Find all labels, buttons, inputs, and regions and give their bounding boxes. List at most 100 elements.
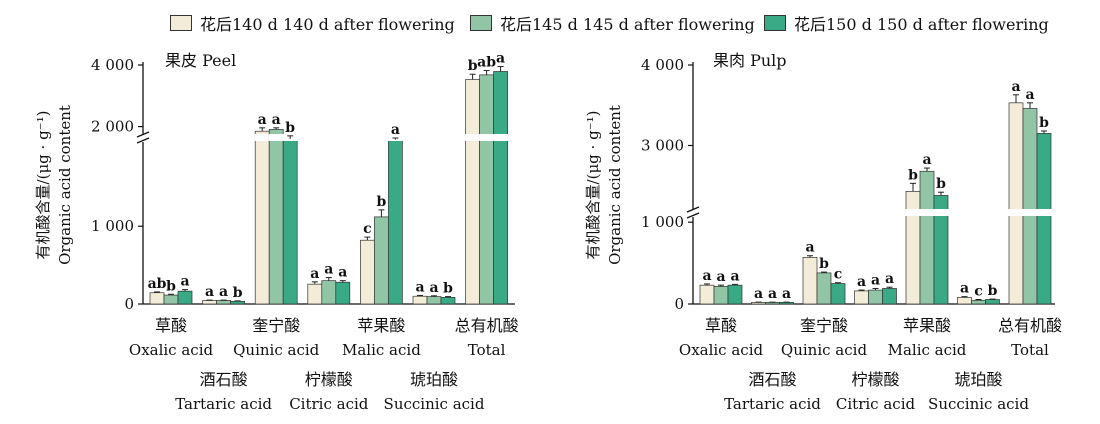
peel-significance-letter: b bbox=[377, 194, 387, 210]
peel-y-tick-label: 4 000 bbox=[91, 56, 134, 74]
peel-significance-letter: ab bbox=[477, 55, 496, 71]
pulp-y-tick-label: 4 000 bbox=[641, 56, 684, 74]
chart-legend: 花后140 d 140 d after flowering 花后145 d 14… bbox=[0, 8, 1100, 38]
peel-category-label-en: Total bbox=[468, 341, 506, 359]
peel-significance-letter: a bbox=[415, 279, 424, 295]
peel-category-label-cn: 苹果酸 bbox=[357, 316, 405, 335]
peel-bar bbox=[163, 294, 179, 305]
peel-significance-letter: c bbox=[363, 221, 372, 237]
pulp-category-label-en: Oxalic acid bbox=[679, 341, 764, 359]
peel-bar bbox=[321, 280, 337, 305]
peel-bar bbox=[268, 129, 284, 305]
pulp-significance-letter: a bbox=[960, 281, 969, 297]
peel-y-axis-label-en: Organic acid content bbox=[56, 105, 74, 265]
pulp-category-label-en: Citric acid bbox=[836, 395, 916, 413]
pulp-bar bbox=[1008, 102, 1024, 305]
peel-bar-break bbox=[479, 134, 495, 141]
pulp-bar bbox=[919, 170, 935, 305]
peel-y-tick-label: 2 000 bbox=[91, 118, 134, 136]
peel-axis-break-mark bbox=[136, 131, 150, 138]
peel-panel-title: 果皮 Peel bbox=[165, 51, 236, 70]
pulp-y-tick-label: 3 000 bbox=[641, 137, 684, 155]
pulp-bar bbox=[854, 290, 869, 305]
pulp-category-label-en: Quinic acid bbox=[781, 341, 868, 359]
peel-bar bbox=[479, 74, 494, 305]
pulp-significance-letter: a bbox=[730, 268, 739, 284]
pulp-category-label-cn: 奎宁酸 bbox=[800, 316, 848, 335]
peel-category-label-en: Quinic acid bbox=[233, 341, 320, 359]
peel-significance-letter: b bbox=[233, 285, 243, 301]
peel-significance-letter: b bbox=[166, 278, 176, 294]
peel-significance-letter: a bbox=[180, 274, 189, 290]
peel-bar bbox=[465, 79, 480, 305]
peel-significance-letter: b bbox=[443, 281, 453, 297]
peel-bar-break bbox=[493, 134, 509, 141]
peel-bar bbox=[412, 295, 428, 305]
legend-item-150d: 花后150 d 150 d after flowering bbox=[764, 12, 1049, 34]
pulp-bar bbox=[882, 288, 897, 305]
peel-significance-letter: b bbox=[285, 120, 295, 136]
legend-item-145d: 花后145 d 145 d after flowering bbox=[470, 12, 755, 34]
peel-category-label-en: Succinic acid bbox=[384, 395, 485, 413]
pulp-bar-break bbox=[919, 209, 935, 216]
peel-category-label-en: Citric acid bbox=[289, 395, 369, 413]
legend-swatch-150d bbox=[764, 15, 786, 31]
peel-category-label-en: Tartaric acid bbox=[175, 395, 272, 413]
peel-bar bbox=[254, 130, 270, 305]
pulp-bar bbox=[713, 286, 729, 305]
pulp-y-axis-label-cn: 有机酸含量/(μg · g⁻¹) bbox=[584, 111, 602, 260]
pulp-category-label-cn: 柠檬酸 bbox=[851, 370, 899, 389]
pulp-significance-letter: b bbox=[819, 256, 829, 272]
pulp-bar bbox=[727, 284, 743, 305]
pulp-significance-letter: b bbox=[908, 167, 918, 183]
pulp-y-tick-label: 0 bbox=[674, 295, 684, 313]
pulp-bar bbox=[830, 283, 846, 305]
peel-significance-letter: ab bbox=[148, 276, 167, 292]
legend-swatch-145d bbox=[470, 15, 492, 31]
pulp-axis-break-mark bbox=[686, 212, 700, 219]
pulp-bar bbox=[1036, 133, 1052, 305]
pulp-bar bbox=[1022, 108, 1038, 305]
legend-item-140d: 花后140 d 140 d after flowering bbox=[170, 12, 455, 34]
peel-bar bbox=[202, 300, 217, 305]
pulp-category-label-cn: 酒石酸 bbox=[748, 370, 796, 389]
pulp-bar-break bbox=[905, 209, 921, 216]
peel-axis-break-mark bbox=[136, 137, 150, 144]
peel-bar bbox=[388, 139, 403, 305]
peel-category-label-cn: 柠檬酸 bbox=[305, 370, 353, 389]
peel-category-label-en: Oxalic acid bbox=[129, 341, 214, 359]
pulp-bar bbox=[699, 284, 715, 305]
peel-y-tick-label: 1 000 bbox=[91, 217, 134, 235]
pulp-significance-letter: a bbox=[782, 286, 791, 302]
peel-significance-letter: a bbox=[219, 284, 228, 300]
pulp-bar bbox=[985, 299, 1000, 305]
pulp-bar bbox=[905, 191, 921, 305]
pulp-category-label-en: Tartaric acid bbox=[724, 395, 821, 413]
peel-bar bbox=[216, 300, 231, 305]
pulp-significance-letter: a bbox=[805, 240, 814, 256]
pulp-panel-title: 果肉 Pulp bbox=[713, 51, 787, 70]
peel-significance-letter: a bbox=[496, 51, 505, 67]
peel-y-axis-label-cn: 有机酸含量/(μg · g⁻¹) bbox=[34, 111, 52, 260]
peel-significance-letter: a bbox=[324, 262, 333, 278]
legend-label-150d: 花后150 d 150 d after flowering bbox=[794, 15, 1049, 34]
peel-bar bbox=[177, 290, 193, 305]
peel-significance-letter: a bbox=[429, 280, 438, 296]
peel-bar bbox=[360, 239, 375, 305]
peel-category-label-cn: 奎宁酸 bbox=[252, 316, 300, 335]
peel-significance-letter: a bbox=[258, 112, 267, 128]
pulp-axis-break-mark bbox=[686, 206, 700, 213]
peel-category-label-cn: 琥珀酸 bbox=[410, 370, 458, 389]
peel-significance-letter: a bbox=[272, 112, 281, 128]
peel-significance-letter: a bbox=[391, 122, 400, 138]
pulp-significance-letter: a bbox=[754, 286, 763, 302]
pulp-category-label-en: Total bbox=[1011, 341, 1049, 359]
peel-category-label-cn: 酒石酸 bbox=[200, 370, 248, 389]
pulp-category-label-en: Malic acid bbox=[888, 341, 967, 359]
peel-significance-letter: b bbox=[468, 58, 478, 74]
pulp-axis-break-gap bbox=[685, 209, 701, 217]
pulp-significance-letter: c bbox=[974, 284, 983, 300]
pulp-significance-letter: b bbox=[988, 283, 998, 299]
